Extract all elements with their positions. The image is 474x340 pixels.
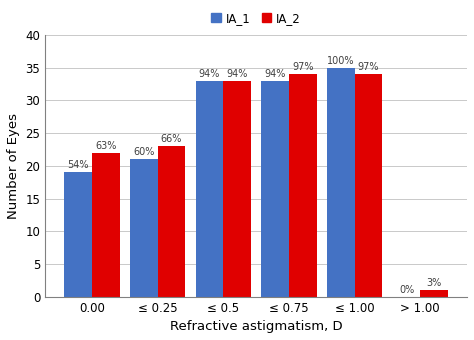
Y-axis label: Number of Eyes: Number of Eyes <box>7 113 20 219</box>
Bar <box>130 159 158 296</box>
Text: 97%: 97% <box>292 62 313 72</box>
Bar <box>355 74 382 296</box>
Text: 100%: 100% <box>327 56 355 66</box>
X-axis label: Refractive astigmatism, D: Refractive astigmatism, D <box>170 320 342 333</box>
Bar <box>223 81 251 296</box>
Text: 94%: 94% <box>264 69 286 79</box>
Bar <box>261 81 289 296</box>
Text: 63%: 63% <box>95 141 117 151</box>
Bar <box>327 68 355 296</box>
Text: 94%: 94% <box>199 69 220 79</box>
Bar <box>64 172 92 296</box>
Text: 60%: 60% <box>133 147 155 157</box>
Bar <box>92 153 119 296</box>
Bar <box>420 290 448 296</box>
Text: 0%: 0% <box>399 285 414 295</box>
Text: 97%: 97% <box>358 62 379 72</box>
Legend: IA_1, IA_2: IA_1, IA_2 <box>207 7 306 30</box>
Bar <box>158 146 185 296</box>
Text: 3%: 3% <box>427 278 442 288</box>
Bar <box>289 74 317 296</box>
Text: 66%: 66% <box>161 134 182 144</box>
Text: 94%: 94% <box>227 69 248 79</box>
Bar <box>196 81 223 296</box>
Text: 54%: 54% <box>67 160 89 170</box>
